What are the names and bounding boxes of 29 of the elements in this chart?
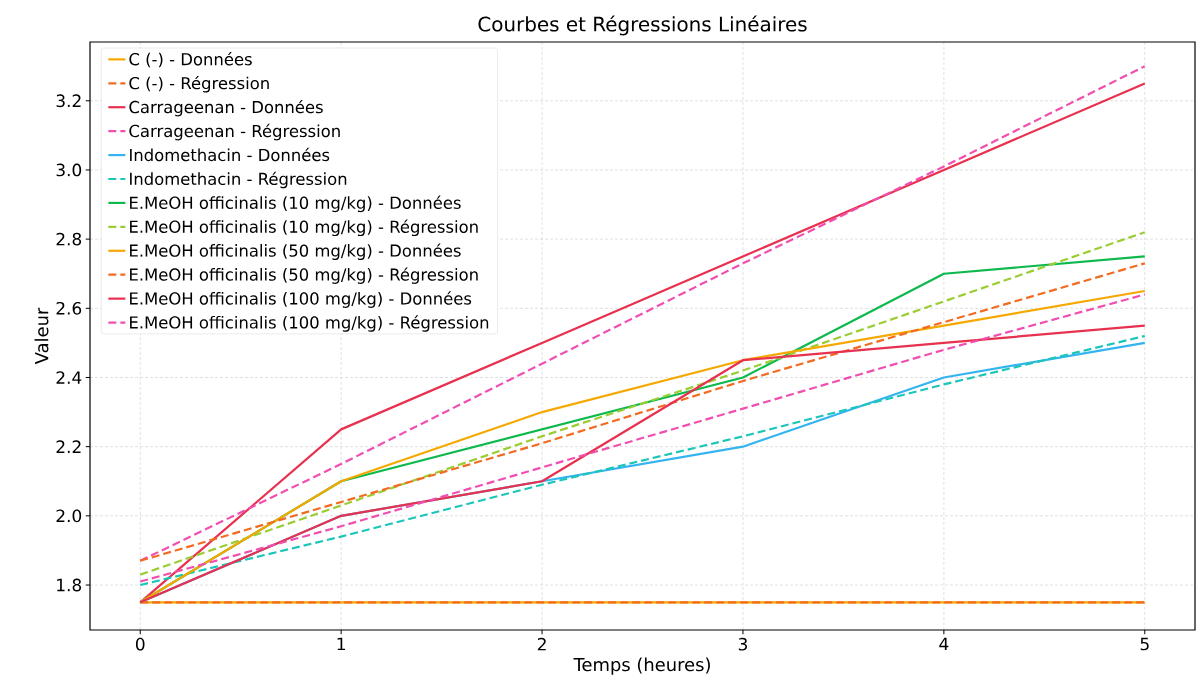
y-tick-label: 3.2 <box>56 94 81 108</box>
y-tick-label: 2.4 <box>56 371 82 384</box>
x-tick-label: 4 <box>939 637 949 651</box>
y-tick-label: 3.0 <box>56 163 82 177</box>
legend-label: E.MeOH officinalis (100 mg/kg) - Régression <box>130 315 489 332</box>
y-tick-label: 2.2 <box>56 440 81 453</box>
legend-label: Carrageenan - Données <box>129 99 323 117</box>
y-tick-label: 2.6 <box>56 301 82 315</box>
legend-label: E.MeOH officinalis (10 mg/kg) - Régression <box>130 219 478 237</box>
x-tick-label: 2 <box>537 637 546 651</box>
y-tick-label: 1.8 <box>57 578 82 592</box>
y-tick-label: 2.0 <box>56 509 82 523</box>
legend-label: Indomethacin - Données <box>130 147 330 162</box>
legend-label: C (-) - Données <box>129 52 252 68</box>
legend-label: E.MeOH officinalis (50 mg/kg) - Régression <box>130 267 478 284</box>
x-tick-label: 3 <box>738 637 747 651</box>
legend-label: C (-) - Régression <box>129 75 269 93</box>
legend-label: Indomethacin - Régression <box>130 171 347 189</box>
legend-label: E.MeOH officinalis (50 mg/kg) - Données <box>130 243 461 261</box>
legend-label: Carrageenan - Régression <box>129 123 340 141</box>
x-tick-label: 0 <box>135 637 145 651</box>
x-tick-label: 1 <box>337 637 345 651</box>
chart-title: Courbes et Régressions Linéaires <box>478 15 807 36</box>
legend-label: E.MeOH officinalis (100 mg/kg) - Données <box>130 291 472 308</box>
y-tick-label: 2.8 <box>56 232 82 246</box>
x-tick-label: 5 <box>1140 637 1149 651</box>
x-axis-title: Temps (heures) <box>573 657 710 675</box>
legend-label: E.MeOH officinalis (10 mg/kg) - Données <box>130 195 461 213</box>
y-axis-title: Valeur <box>34 307 49 365</box>
